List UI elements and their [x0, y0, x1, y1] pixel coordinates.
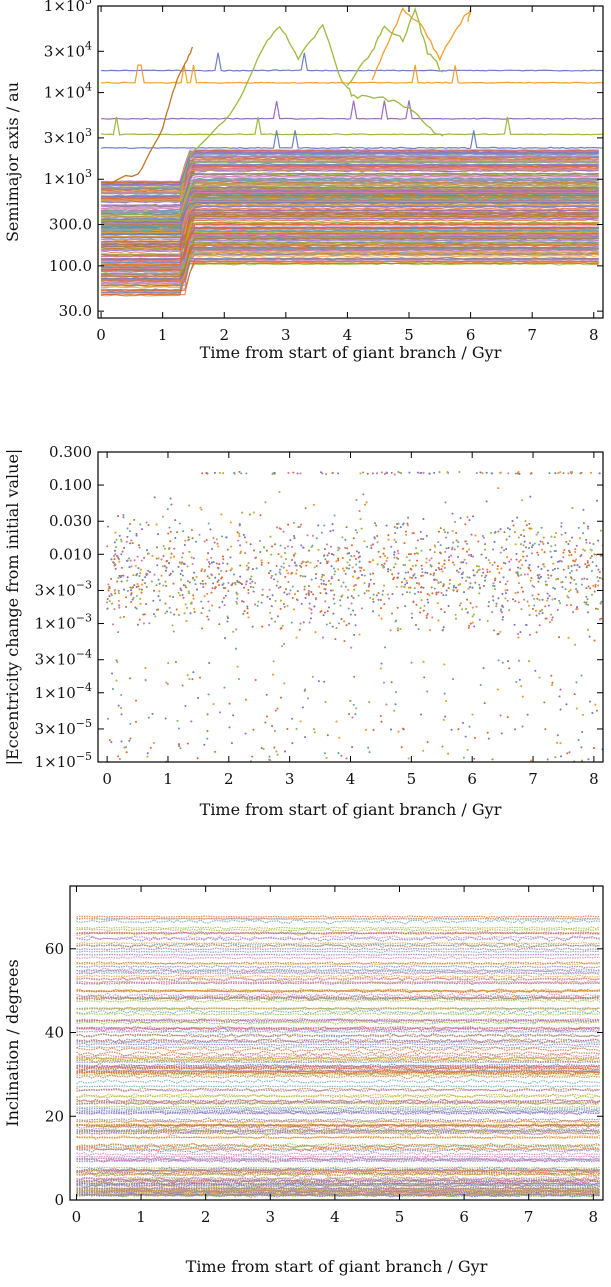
- orbit-series-line: [101, 258, 599, 292]
- x-tick-label: 8: [589, 326, 599, 344]
- orbit-series-line: [101, 156, 599, 192]
- x-tick-label: 5: [404, 326, 414, 344]
- orbit-series-line: [100, 184, 599, 219]
- x-tick-label: 6: [466, 326, 476, 344]
- wide-orbit-series-line: [101, 116, 603, 136]
- x-tick-label: 1: [158, 326, 168, 344]
- orbit-series-line: [101, 177, 599, 212]
- x-tick-label: 4: [343, 326, 353, 344]
- orbit-series-line: [101, 200, 599, 234]
- y-tick-label: 1×104: [44, 81, 92, 102]
- escaping-orbit-line: [371, 7, 472, 81]
- x-tick-label: 3: [281, 326, 291, 344]
- orbit-series-line: [101, 161, 599, 195]
- orbit-series-line: [101, 261, 599, 296]
- x-tick-label: 7: [527, 326, 537, 344]
- x-tick-label: 0: [96, 326, 106, 344]
- y-tick-label: 30.0: [59, 302, 92, 320]
- y-axis-label: Semimajor axis / au: [3, 82, 22, 242]
- orbit-series-line: [101, 236, 599, 271]
- semimajor-axis-chart: 0 1 2 3 4 5 6 7 8 30.0 100.0 300.0 1×103 3×103 1×104 3×…: [3, 0, 604, 362]
- escaping-orbit-line: [346, 6, 444, 86]
- orbit-series-line: [101, 221, 599, 256]
- wide-orbit-series-line: [101, 52, 603, 72]
- y-tick-label: 1×105: [44, 0, 92, 15]
- orbit-series-line: [101, 223, 599, 257]
- escaping-orbit-line: [186, 23, 444, 159]
- wide-orbit-series-line: [100, 130, 603, 150]
- orbit-series-line: [101, 240, 599, 275]
- orbit-series-line: [101, 225, 599, 261]
- orbit-series-line: [101, 233, 599, 267]
- orbit-series-line: [101, 173, 599, 208]
- y-tick-label: 1×103: [44, 167, 92, 188]
- orbit-series-line: [101, 155, 599, 190]
- orbit-series-line: [101, 191, 599, 225]
- orbit-series-line: [101, 260, 599, 294]
- orbit-series-line: [101, 214, 599, 250]
- x-axis-label: Time from start of giant branch / Gyr: [200, 343, 502, 362]
- y-tick-label: 3×104: [44, 39, 92, 60]
- orbit-series-line: [101, 203, 599, 238]
- orbit-series-line: [101, 251, 599, 285]
- plot-frame: [97, 5, 604, 319]
- orbit-series-line: [101, 152, 599, 186]
- orbit-series-line: [101, 213, 599, 247]
- orbit-series-line: [101, 155, 599, 189]
- orbit-series-line: [101, 226, 599, 261]
- wide-orbit-series-line: [101, 64, 603, 84]
- orbit-series-line: [101, 175, 599, 209]
- y-tick-label: 100.0: [49, 257, 92, 275]
- eccentricity-change-chart: 0 1 2 3 4 5 6 7 81×10−53×10−51×10−43×10−41×10−33…: [3, 443, 604, 819]
- orbit-series-line: [101, 253, 599, 288]
- orbit-series-line: [101, 158, 599, 193]
- orbit-series-line: [101, 202, 599, 236]
- orbit-series-line: [101, 232, 599, 266]
- orbit-series-line: [101, 151, 599, 185]
- orbit-series-line: [101, 211, 599, 246]
- y-tick-label: 3×103: [44, 126, 92, 147]
- x-tick-label: 2: [219, 326, 229, 344]
- orbit-series-line: [101, 218, 599, 254]
- y-tick-label: 300.0: [49, 216, 92, 234]
- escaping-orbit-line: [101, 46, 194, 184]
- wide-orbit-series-line: [101, 100, 603, 120]
- orbit-series-line: [101, 189, 599, 224]
